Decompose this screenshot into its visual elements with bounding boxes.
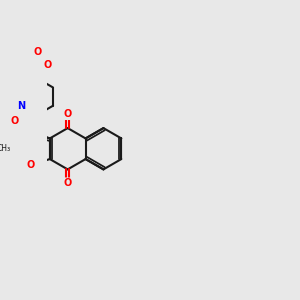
Text: O: O: [11, 116, 19, 126]
Text: N: N: [17, 101, 26, 111]
Text: O: O: [64, 178, 72, 188]
Text: O: O: [44, 60, 52, 70]
Text: N: N: [17, 101, 26, 111]
Text: O: O: [26, 160, 34, 170]
Text: O: O: [64, 109, 72, 119]
Text: CH₃: CH₃: [0, 144, 11, 153]
Text: O: O: [33, 47, 41, 57]
